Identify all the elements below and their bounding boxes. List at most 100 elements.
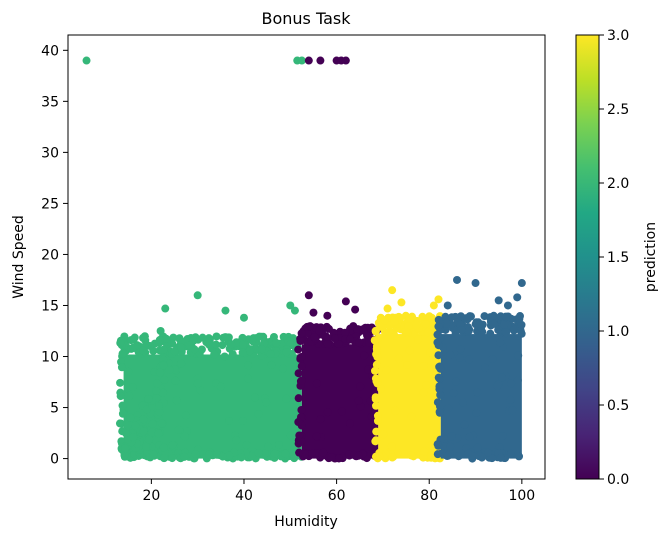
data-point: [407, 451, 416, 460]
outlier-point: [429, 301, 438, 310]
x-axis: 20 40 60 80 100: [142, 479, 535, 504]
data-point: [515, 452, 524, 461]
data-point: [160, 454, 169, 463]
data-point: [282, 394, 291, 403]
data-point: [118, 349, 127, 358]
outlier-point: [471, 279, 480, 288]
data-point: [354, 451, 363, 460]
data-point: [170, 347, 179, 356]
data-point: [303, 328, 312, 337]
outlier-point: [323, 311, 332, 320]
data-point: [216, 382, 225, 391]
data-point: [380, 316, 389, 325]
data-point: [282, 348, 291, 357]
outlier-point: [316, 56, 325, 65]
data-point: [334, 454, 343, 463]
data-point: [118, 401, 127, 410]
data-point: [356, 382, 365, 391]
x-tick-label: 100: [508, 488, 535, 504]
colorbar-tick-label: 1.5: [607, 250, 629, 266]
outlier-point: [161, 304, 170, 313]
data-point: [427, 453, 436, 462]
data-point: [506, 395, 515, 404]
data-point: [245, 347, 254, 356]
data-point: [180, 432, 189, 441]
data-point: [210, 350, 219, 359]
data-point: [464, 355, 473, 364]
data-point: [330, 334, 339, 343]
data-point: [294, 345, 303, 354]
outlier-point: [503, 301, 512, 310]
data-point: [435, 408, 444, 417]
data-point: [387, 442, 396, 451]
plot-frame: [67, 34, 546, 480]
data-point: [168, 454, 177, 463]
data-point: [473, 443, 482, 452]
data-point: [153, 379, 162, 388]
data-point: [294, 369, 303, 378]
data-point: [129, 343, 138, 352]
data-point: [237, 453, 246, 462]
outlier-point: [124, 367, 133, 376]
data-point: [456, 312, 465, 321]
outlier-point: [341, 56, 350, 65]
data-point: [456, 344, 465, 353]
outlier-point: [286, 301, 295, 310]
data-point: [225, 416, 234, 425]
data-point: [159, 388, 168, 397]
data-point: [312, 432, 321, 441]
data-point: [266, 349, 275, 358]
data-point: [221, 333, 230, 342]
data-point: [446, 442, 455, 451]
data-point: [496, 338, 505, 347]
data-point: [147, 428, 156, 437]
data-point: [433, 330, 442, 339]
colorbar-tick-label: 2.5: [607, 102, 629, 118]
data-point: [144, 394, 153, 403]
data-point: [165, 365, 174, 374]
x-tick-label: 80: [420, 488, 438, 504]
data-point: [434, 351, 443, 360]
data-point: [254, 410, 263, 419]
data-point: [156, 368, 165, 377]
data-point: [278, 364, 287, 373]
data-point: [212, 340, 221, 349]
outlier-point: [383, 304, 392, 313]
data-point: [489, 320, 498, 329]
outlier-point: [309, 308, 318, 317]
outlier-point: [434, 295, 443, 304]
data-point: [506, 449, 515, 458]
data-point: [516, 312, 525, 321]
data-point: [185, 341, 194, 350]
data-point: [458, 398, 467, 407]
points-layer: [82, 56, 526, 463]
data-point: [227, 340, 236, 349]
x-tick-label: 40: [235, 488, 253, 504]
data-point: [360, 351, 369, 360]
data-point: [391, 406, 400, 415]
data-point: [371, 336, 380, 345]
data-point: [121, 444, 130, 453]
data-point: [489, 311, 498, 320]
data-point: [498, 431, 507, 440]
data-point: [497, 373, 506, 382]
data-point: [373, 353, 382, 362]
data-point: [116, 378, 125, 387]
outlier-point: [290, 306, 299, 315]
data-point: [353, 326, 362, 335]
y-tick-label: 0: [50, 452, 59, 468]
data-point: [449, 389, 458, 398]
data-point: [118, 409, 127, 418]
data-point: [172, 396, 181, 405]
colorbar-tick-label: 0.5: [607, 398, 629, 414]
data-point: [434, 322, 443, 331]
data-point: [373, 379, 382, 388]
data-point: [465, 432, 474, 441]
data-point: [346, 419, 355, 428]
y-tick-label: 25: [41, 196, 59, 212]
x-tick-label: 60: [328, 488, 346, 504]
data-point: [390, 317, 399, 326]
data-point: [267, 360, 276, 369]
data-point: [457, 326, 466, 335]
data-point: [174, 425, 183, 434]
